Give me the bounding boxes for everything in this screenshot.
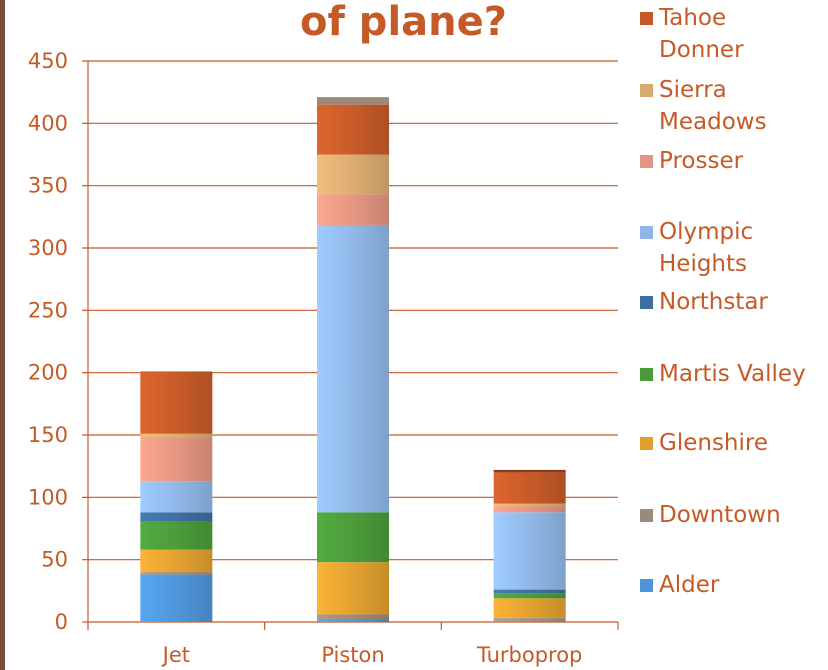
legend: Tahoe Donner Sierra Meadows Prosser Olympic He… [640,5,806,598]
legend-label: Tahoe Donner [658,5,744,63]
bar-segment [493,472,566,504]
axes: 0 50 100 150 200 250 300 350 400 450 Jet Piston Turb… [28,49,619,667]
legend-swatch [640,437,653,450]
legend-swatch [640,12,653,25]
y-tick-label: 350 [28,174,68,198]
y-tick-label: 0 [55,610,68,634]
bar-segment [140,437,213,482]
legend-label-line: Downtown [659,502,781,528]
legend-label-line: Martis Valley [659,361,806,387]
bar-segment [140,549,213,573]
bar-segment [140,371,213,434]
slide-frame-edge [0,0,5,670]
legend-label-line: Northstar [659,289,768,315]
y-tick-label: 300 [28,236,68,260]
legend-swatch [640,368,653,381]
legend-label-line: Donner [659,37,744,63]
bar-segment [493,598,566,619]
legend-label-line: Alder [659,572,720,598]
legend-label-line: Glenshire [659,430,768,456]
bar-segment [140,512,213,522]
y-tick-label: 450 [28,49,68,73]
bar-segment [140,572,213,575]
bar-segment [317,562,389,615]
bar-segment [493,503,566,507]
legend-label-line: Sierra [659,77,727,103]
bar-segment [493,593,566,599]
y-tick-label: 200 [28,361,68,385]
legend-label: Olympic Heights [659,219,753,277]
legend-label-line: Tahoe [658,5,726,31]
legend-swatch [640,296,653,309]
x-tick-label: Piston [321,643,384,667]
bar-segment [140,433,213,438]
bar-segment [493,469,566,473]
bar-segment [317,104,389,155]
bar-segment [140,521,213,550]
bar-segment [317,614,389,620]
legend-swatch [640,84,653,97]
legend-label: Glenshire [659,430,768,456]
legend-swatch [640,579,653,592]
bar-segment [317,225,389,513]
bar-segment [493,618,566,621]
bar-segment [317,154,389,195]
legend-label-line: Heights [659,251,747,277]
bar-segment [493,620,566,622]
y-tick-label: 100 [28,485,68,509]
bar-segment [493,512,566,590]
y-tick-label: 50 [41,548,68,572]
legend-label: Alder [659,572,720,598]
y-tick-label: 150 [28,423,68,447]
legend-label: Prosser [659,148,744,174]
bar-segment [317,97,389,105]
bar-segment [140,481,213,513]
x-tick-label: Turboprop [476,643,582,667]
y-tick-label: 250 [28,298,68,322]
legend-label: Martis Valley [659,361,806,387]
bar-segment [317,512,389,563]
legend-swatch [640,509,653,522]
legend-label-line: Prosser [659,148,744,174]
legend-swatch [640,226,653,239]
bars [140,97,566,622]
legend-label: Sierra Meadows [659,77,767,135]
y-tick-label: 400 [28,111,68,135]
x-tick-label: Jet [161,643,190,667]
bar-segment [493,589,566,594]
legend-swatch [640,155,653,168]
legend-label-line: Meadows [659,109,767,135]
bar-segment [317,619,389,622]
legend-label: Northstar [659,289,768,315]
legend-label: Downtown [659,502,781,528]
bar-segment [493,506,566,513]
bar-segment [317,194,389,226]
chart-title: of plane? [300,0,507,45]
legend-label-line: Olympic [659,219,753,245]
bar-segment [140,574,213,622]
